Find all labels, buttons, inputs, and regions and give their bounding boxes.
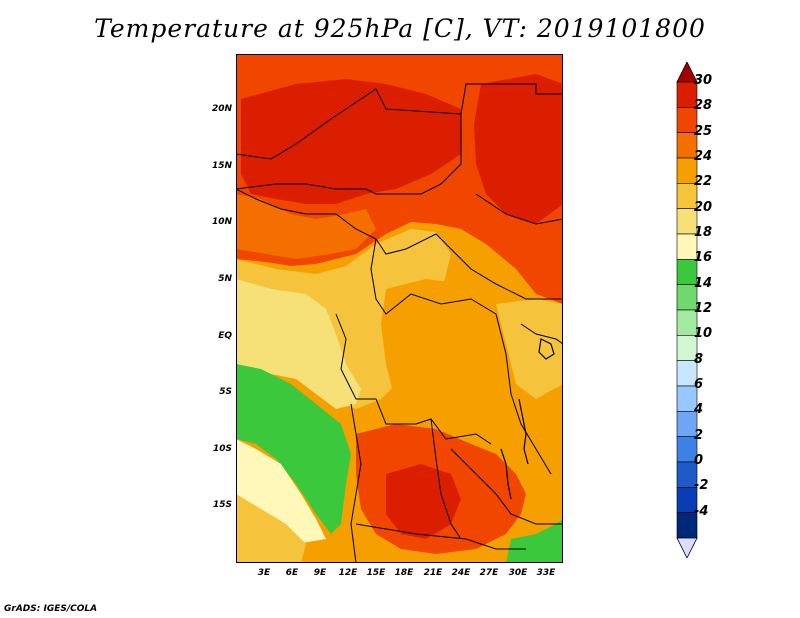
lon-label-30e: 30E <box>508 568 528 578</box>
country-borders <box>236 83 563 563</box>
temp-region-22-east <box>496 299 563 399</box>
colorbar-tick-label: 10 <box>694 326 713 342</box>
lat-label-20n: 20N <box>211 104 232 114</box>
colorbar-tick-label: 16 <box>694 250 713 266</box>
lat-label-15s: 15S <box>212 500 232 510</box>
colorbar <box>676 62 698 558</box>
lon-label-27e: 27E <box>479 568 499 578</box>
lon-label-6e: 6E <box>285 568 299 578</box>
colorbar-tick-label: 25 <box>694 123 713 139</box>
lat-label-5s: 5S <box>219 387 232 397</box>
colorbar-tick-label: 2 <box>694 427 704 443</box>
lat-label-eq: EQ <box>218 331 232 341</box>
lon-label-12e: 12E <box>338 568 358 578</box>
temperature-map <box>236 54 563 563</box>
temp-region-30-east <box>474 74 563 224</box>
colorbar-tick-label: 24 <box>694 149 713 164</box>
colorbar-tick-label: 14 <box>694 275 713 291</box>
temp-region-22-sw <box>236 494 306 563</box>
colorbar-tick-label: -2 <box>694 478 709 494</box>
lon-label-21e: 21E <box>423 568 443 578</box>
lat-label-15n: 15N <box>211 161 232 171</box>
temp-region-16-sw <box>236 364 351 534</box>
colorbar-tick-label: 18 <box>694 225 713 240</box>
colorbar-cells <box>676 62 698 558</box>
lon-label-9e: 9E <box>313 568 327 578</box>
colorbar-tick-label: 0 <box>694 453 704 468</box>
temp-region-20-coast <box>236 279 361 409</box>
lon-label-18e: 18E <box>394 568 414 578</box>
colorbar-tick-label: 12 <box>694 301 713 316</box>
lat-label-5n: 5N <box>218 274 232 284</box>
temp-region-30-south <box>386 464 461 539</box>
lon-label-15e: 15E <box>366 568 386 578</box>
map-title: Temperature at 925hPa [C], VT: 201910180… <box>94 14 706 43</box>
colorbar-tick-label: 8 <box>694 351 704 367</box>
map-canvas <box>236 54 563 563</box>
lat-label-10s: 10S <box>212 444 232 454</box>
colorbar-tick-label: -4 <box>694 503 709 519</box>
lon-label-33e: 33E <box>536 568 556 578</box>
colorbar-tick-label: 30 <box>694 73 713 88</box>
map-frame <box>236 54 563 563</box>
grads-credit: GrADS: IGES/COLA <box>4 604 98 614</box>
temp-region-25-nw <box>236 194 376 259</box>
colorbar-tick-label: 28 <box>694 98 713 114</box>
colorbar-tick-label: 20 <box>694 199 713 215</box>
lon-label-3e: 3E <box>257 568 271 578</box>
colorbar-bottom-triangle <box>676 537 698 558</box>
colorbar-tick-label: 22 <box>694 174 713 190</box>
lakes <box>500 338 555 500</box>
colorbar-tick-label: 4 <box>694 402 704 418</box>
colorbar-tick-label: 6 <box>694 377 704 392</box>
lat-label-10n: 10N <box>211 217 232 227</box>
temp-region-16-se <box>506 519 563 563</box>
lon-label-24e: 24E <box>451 568 471 578</box>
temp-region-24-basin <box>381 279 521 449</box>
